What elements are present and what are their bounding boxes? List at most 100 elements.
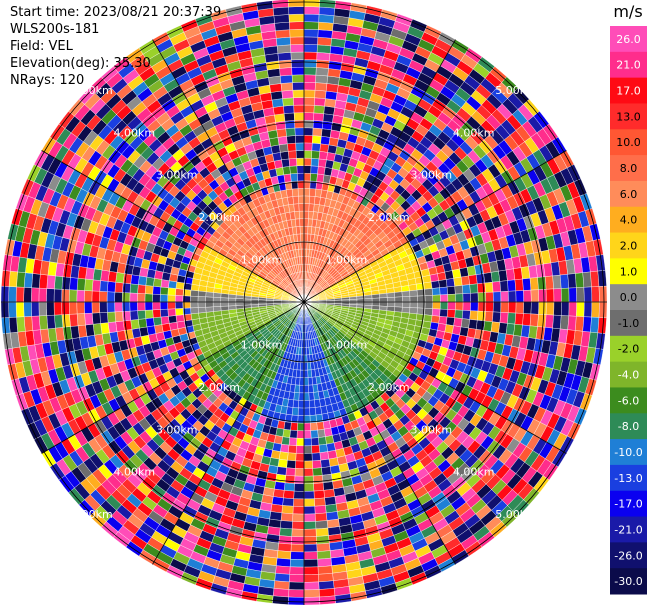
velocity-gate [514, 278, 524, 292]
velocity-gate [409, 295, 418, 303]
velocity-gate [296, 165, 305, 174]
velocity-gate [176, 320, 186, 330]
velocity-gate [303, 233, 308, 242]
ring-label: 2.00km [368, 381, 410, 394]
velocity-gate [23, 272, 33, 288]
velocity-gate [287, 596, 305, 606]
velocity-gate [303, 104, 315, 114]
velocity-gate [289, 36, 305, 45]
velocity-gate [153, 278, 162, 288]
velocity-gate [545, 288, 555, 303]
velocity-gate [296, 438, 305, 447]
velocity-gate [276, 174, 286, 184]
velocity-gate [280, 520, 293, 530]
velocity-gate [424, 308, 433, 316]
velocity-gate [500, 301, 509, 313]
velocity-gate [561, 287, 570, 303]
velocity-gate [294, 127, 305, 136]
colorbar-tick-label: 0.0 [620, 291, 638, 304]
velocity-gate [295, 142, 305, 151]
velocity-gate [205, 306, 214, 313]
velocity-gate [303, 210, 309, 219]
velocity-gate [318, 573, 334, 583]
velocity-gate [303, 498, 315, 507]
velocity-gate [303, 165, 312, 174]
velocity-gate [402, 296, 411, 303]
velocity-gate [281, 505, 294, 514]
velocity-gate [8, 301, 17, 318]
velocity-gate [303, 551, 318, 560]
velocity-gate [325, 503, 338, 514]
velocity-gate [197, 307, 207, 314]
colorbar-tick-label: 6.0 [620, 188, 638, 201]
velocity-gate [76, 289, 85, 303]
velocity-gate [291, 536, 305, 545]
velocity-gate [446, 286, 456, 295]
velocity-gate [129, 301, 138, 312]
velocity-gate [314, 505, 327, 514]
velocity-gate [462, 310, 471, 320]
velocity-gate [290, 173, 298, 182]
velocity-gate [314, 406, 323, 416]
velocity-gate [303, 430, 312, 439]
velocity-gate [301, 248, 305, 257]
velocity-gate [69, 301, 78, 315]
velocity-gate [446, 278, 455, 288]
ring-label: 2.00km [368, 211, 410, 224]
velocity-gate [303, 596, 321, 606]
velocity-gate [283, 490, 295, 499]
velocity-gate [321, 128, 332, 138]
ring-label: 2.00km [198, 211, 240, 224]
velocity-gate [283, 173, 292, 183]
velocity-gate [153, 316, 162, 326]
velocity-gate [325, 435, 335, 445]
velocity-gate [424, 288, 433, 296]
velocity-gate [296, 157, 305, 166]
velocity-gate [514, 312, 524, 326]
velocity-gate [292, 82, 305, 91]
velocity-gate [293, 104, 305, 114]
velocity-gate [274, 21, 290, 31]
velocity-gate [228, 297, 237, 303]
velocity-gate [289, 429, 298, 439]
velocity-gate [292, 399, 299, 409]
velocity-gate [160, 279, 170, 288]
velocity-gate [462, 293, 471, 303]
velocity-gate [291, 521, 305, 530]
velocity-gate [281, 90, 294, 99]
velocity-gate [277, 542, 292, 552]
velocity-gate [490, 270, 501, 283]
velocity-gate [319, 451, 330, 461]
velocity-gate [318, 444, 328, 453]
colorbar-tick-label: 10.0 [616, 136, 641, 149]
velocity-gate [39, 274, 49, 289]
velocity-gate [582, 316, 592, 333]
velocity-gate [280, 444, 290, 453]
velocity-gate [91, 301, 100, 314]
velocity-gate [387, 301, 396, 307]
velocity-gate [228, 301, 237, 307]
velocity-gate [288, 581, 305, 591]
velocity-gate [303, 36, 319, 45]
velocity-gate [437, 271, 447, 281]
velocity-gate [290, 543, 305, 553]
velocity-gate [485, 291, 494, 303]
velocity-gate [122, 292, 131, 303]
velocity-gate [568, 287, 577, 303]
velocity-gate [286, 460, 296, 469]
velocity-gate [291, 59, 305, 68]
velocity-gate [303, 173, 311, 182]
velocity-gate [275, 29, 291, 39]
velocity-gate [303, 120, 314, 129]
velocity-gate [144, 285, 154, 295]
velocity-gate [276, 466, 287, 476]
velocity-gate [299, 369, 305, 378]
velocity-gate [303, 566, 319, 575]
ring-label: 1.00km [241, 254, 283, 267]
velocity-gate [138, 275, 148, 286]
velocity-gate [76, 301, 85, 315]
velocity-gate [289, 21, 305, 30]
ring-label: 5.00km [71, 508, 113, 521]
velocity-gate [175, 301, 184, 309]
velocity-gate [123, 320, 133, 331]
